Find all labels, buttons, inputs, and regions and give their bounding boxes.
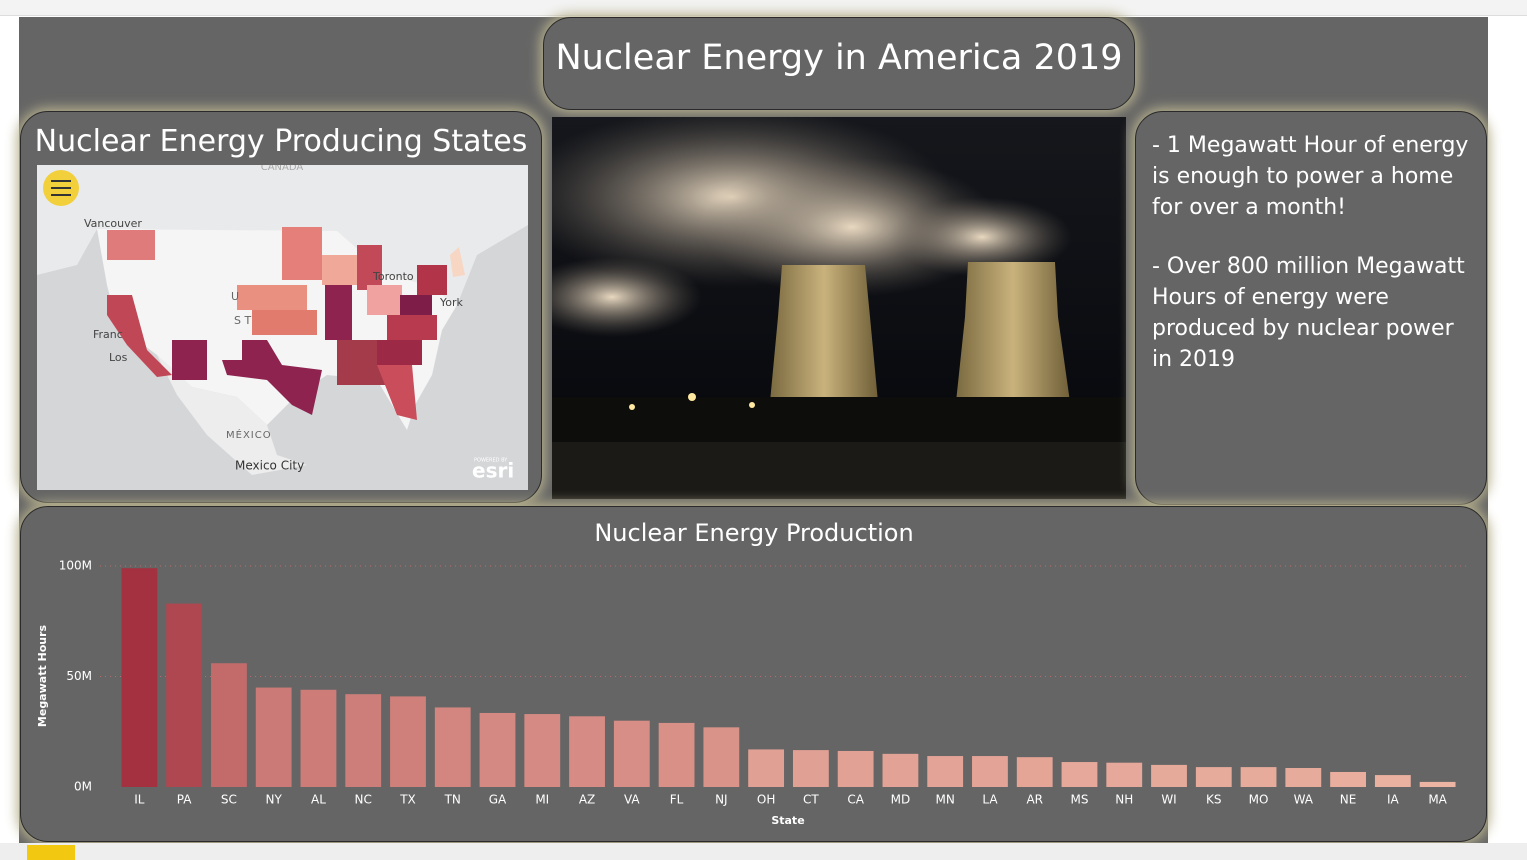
map-label: Los	[109, 351, 128, 364]
map-label: Mexico City	[235, 459, 304, 473]
map-panel: Nuclear Energy Producing States CANADA V…	[20, 111, 542, 503]
facts: - 1 Megawatt Hour of energy is enough to…	[1152, 130, 1477, 403]
title-panel: Nuclear Energy in America 2019	[543, 17, 1135, 110]
toolbar	[0, 0, 1527, 16]
status-bar	[0, 843, 1527, 860]
map-label: Toronto	[372, 270, 414, 283]
map-label: CANADA	[261, 165, 304, 173]
page-tab[interactable]	[27, 845, 75, 860]
power-plant-photo	[552, 117, 1126, 499]
map-label: Franc	[93, 328, 123, 341]
map-title: Nuclear Energy Producing States	[34, 124, 528, 159]
facts-panel: - 1 Megawatt Hour of energy is enough to…	[1135, 111, 1487, 505]
map-label: Vancouver	[84, 217, 142, 230]
map-label: POWERED BY	[474, 458, 508, 464]
map-label: U	[231, 290, 239, 303]
page-title: Nuclear Energy in America 2019	[555, 38, 1123, 78]
map-label: MÉXICO	[226, 428, 272, 441]
chart-panel	[20, 506, 1487, 842]
map[interactable]: CANADA Vancouver Toronto York Franc Los …	[37, 165, 528, 490]
map-label: York	[439, 296, 464, 309]
fact-text: - Over 800 million Megawatt Hours of ene…	[1152, 254, 1465, 372]
map-menu-icon	[51, 180, 71, 196]
map-label: S T	[234, 314, 251, 327]
fact-text: - 1 Megawatt Hour of energy is enough to…	[1152, 133, 1469, 220]
map-logo: esri	[472, 459, 514, 483]
